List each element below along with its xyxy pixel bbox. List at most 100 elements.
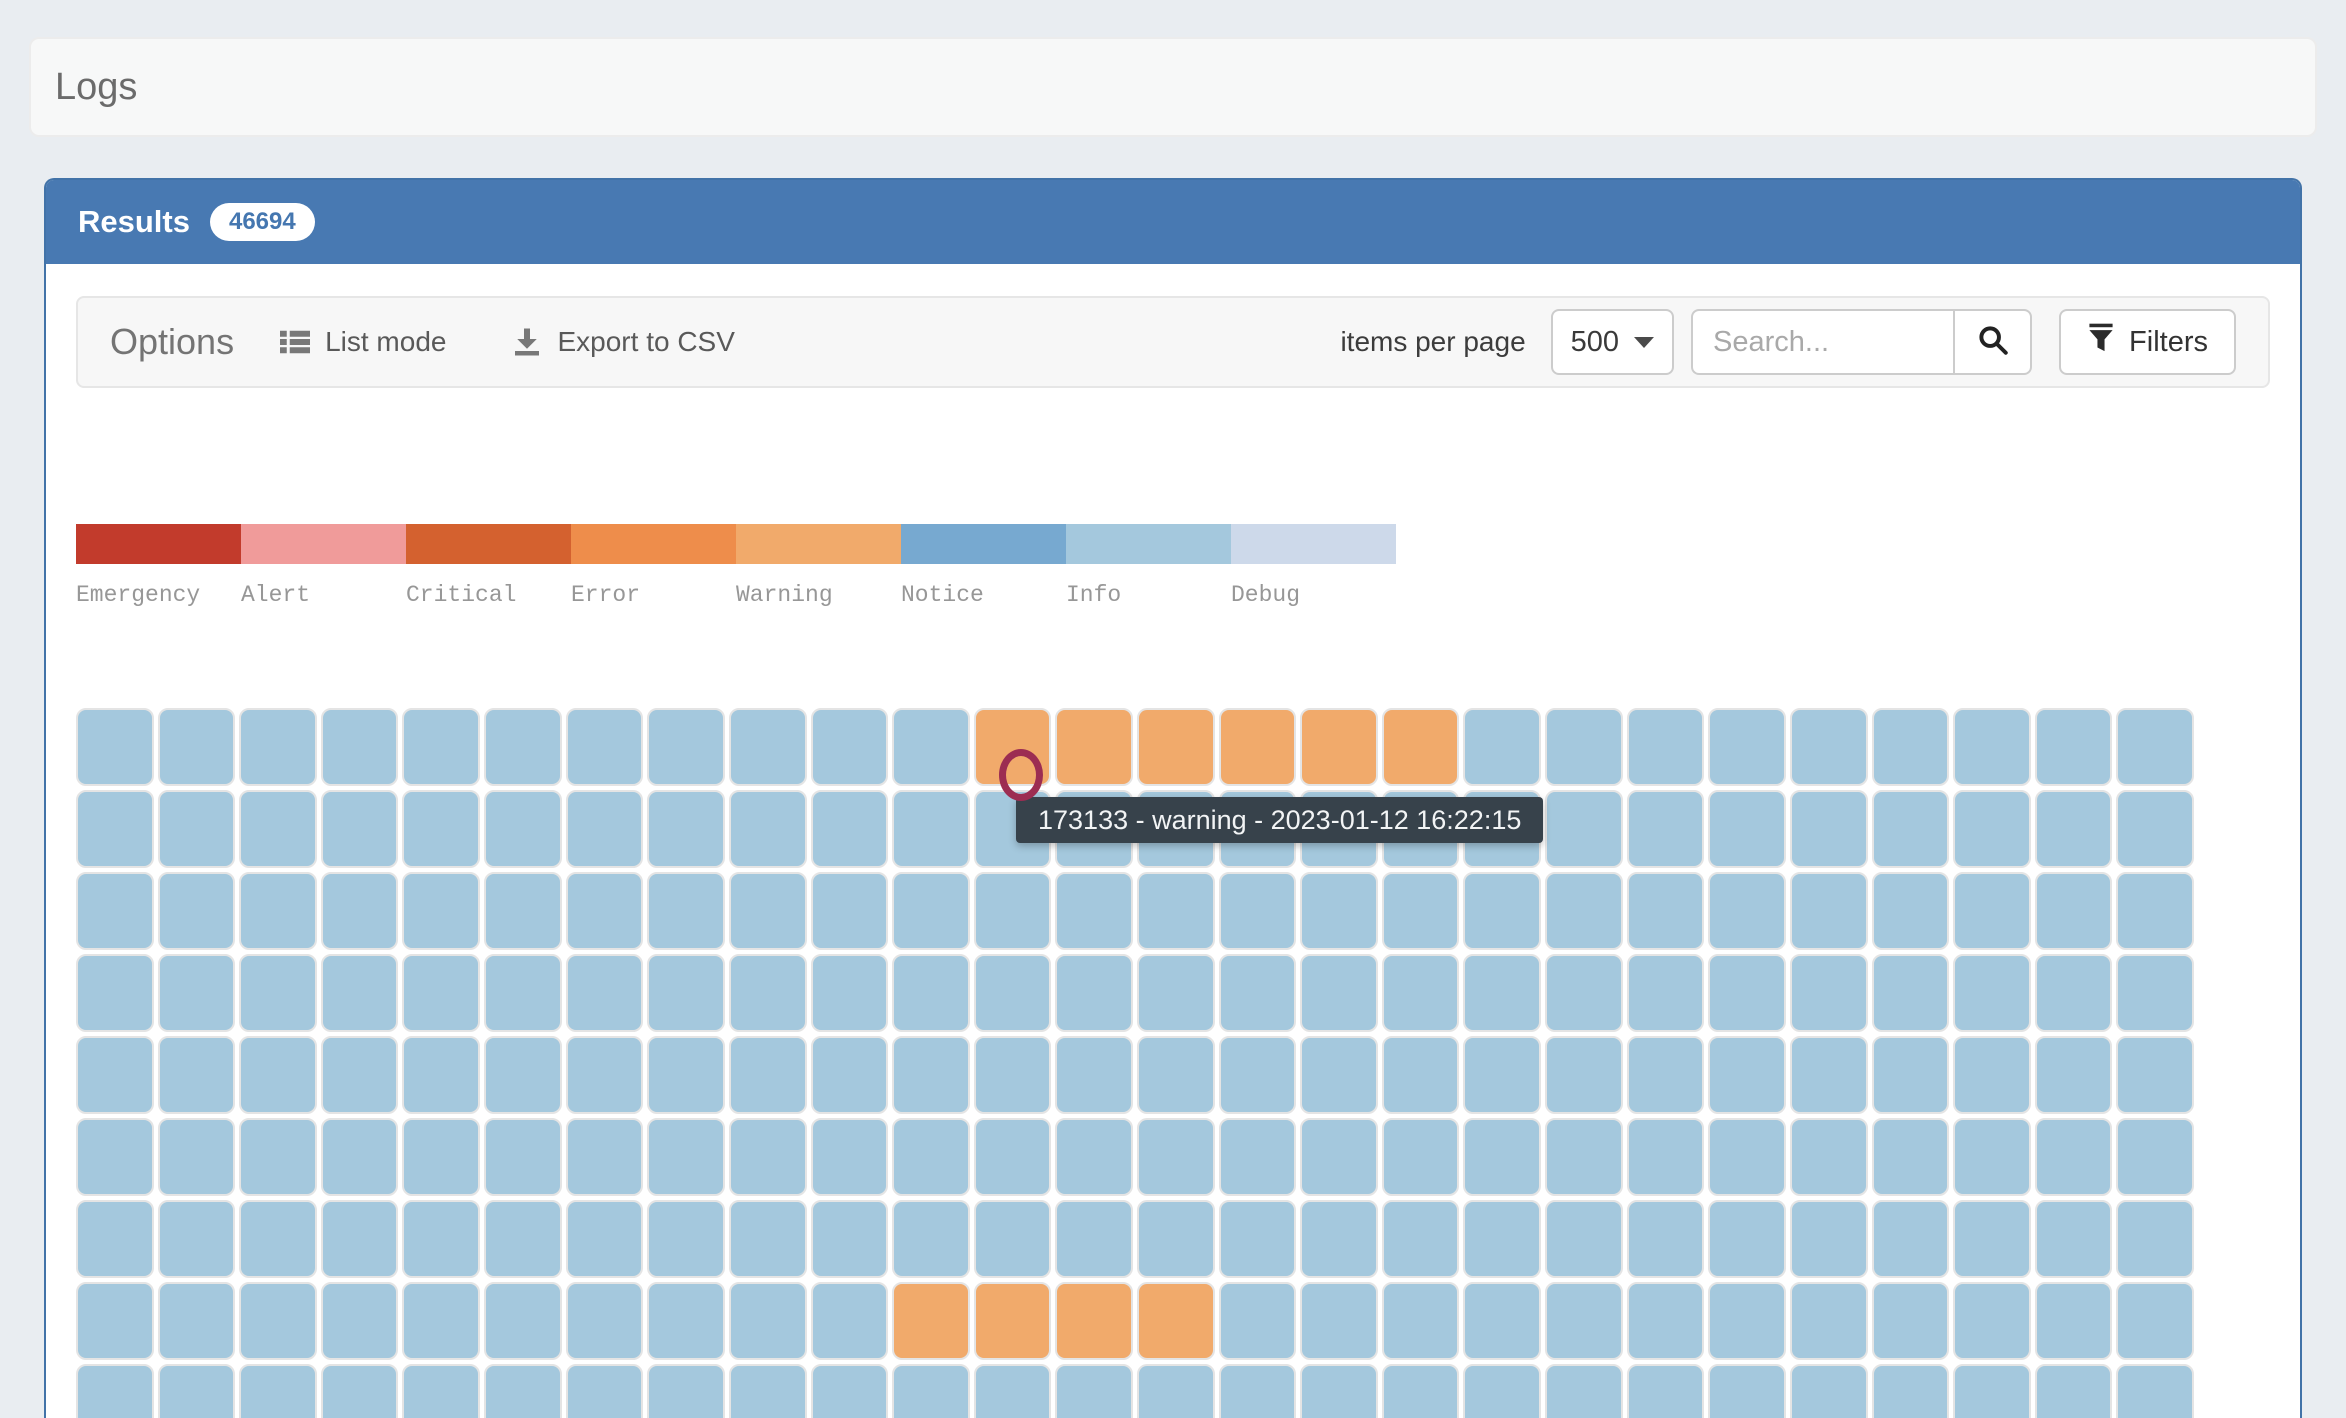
log-cell[interactable]: [2034, 1036, 2113, 1114]
log-cell[interactable]: [1381, 872, 1460, 950]
log-cell[interactable]: [1708, 708, 1786, 786]
search-input[interactable]: [1691, 309, 1954, 375]
log-cell[interactable]: [1789, 1364, 1868, 1418]
log-cell[interactable]: [892, 954, 970, 1032]
log-cell[interactable]: [1218, 1282, 1297, 1360]
log-cell[interactable]: [728, 1036, 807, 1114]
log-cell[interactable]: [402, 872, 481, 950]
log-cell[interactable]: [76, 872, 154, 950]
search-button[interactable]: [1953, 309, 2033, 375]
log-cell[interactable]: [1055, 1282, 1133, 1360]
log-cell[interactable]: [1545, 1118, 1623, 1196]
log-cell[interactable]: [892, 1118, 970, 1196]
log-cell[interactable]: [157, 1200, 236, 1278]
log-cell[interactable]: [1626, 954, 1705, 1032]
log-cell[interactable]: [565, 1364, 644, 1418]
log-cell[interactable]: [1626, 1200, 1705, 1278]
log-cell[interactable]: [1300, 1282, 1378, 1360]
log-cell[interactable]: [973, 1282, 1052, 1360]
log-cell[interactable]: [810, 872, 889, 950]
log-cell[interactable]: [1137, 954, 1215, 1032]
log-cell[interactable]: [76, 708, 154, 786]
log-cell[interactable]: [1626, 708, 1705, 786]
log-cell[interactable]: [1137, 1282, 1215, 1360]
log-cell[interactable]: [810, 1118, 889, 1196]
log-cell[interactable]: [2116, 790, 2194, 868]
log-cell[interactable]: [810, 1364, 889, 1418]
log-cell[interactable]: [728, 1364, 807, 1418]
log-cell[interactable]: [1218, 1364, 1297, 1418]
log-cell[interactable]: [1463, 954, 1542, 1032]
log-cell[interactable]: [1218, 1200, 1297, 1278]
log-cell[interactable]: [565, 1200, 644, 1278]
log-cell[interactable]: [810, 1282, 889, 1360]
log-cell[interactable]: [565, 708, 644, 786]
log-cell[interactable]: [484, 954, 562, 1032]
log-cell[interactable]: [1708, 872, 1786, 950]
log-cell[interactable]: [76, 1036, 154, 1114]
log-cell[interactable]: [1871, 708, 1950, 786]
log-cell[interactable]: [1300, 954, 1378, 1032]
log-cell[interactable]: [810, 790, 889, 868]
log-cell[interactable]: [402, 1118, 481, 1196]
log-cell[interactable]: [1137, 1036, 1215, 1114]
log-cell[interactable]: [1953, 1118, 2031, 1196]
log-cell[interactable]: [647, 790, 725, 868]
log-cell[interactable]: [484, 790, 562, 868]
log-cell[interactable]: [647, 1200, 725, 1278]
log-cell[interactable]: [2034, 1364, 2113, 1418]
log-cell[interactable]: [1871, 1282, 1950, 1360]
log-cell[interactable]: [1055, 1036, 1133, 1114]
log-cell[interactable]: [728, 790, 807, 868]
log-cell[interactable]: [484, 1282, 562, 1360]
log-cell[interactable]: [2116, 872, 2194, 950]
log-cell[interactable]: [402, 790, 481, 868]
log-cell[interactable]: [1055, 1118, 1133, 1196]
log-cell[interactable]: [647, 708, 725, 786]
log-cell[interactable]: [1626, 1282, 1705, 1360]
log-cell[interactable]: [565, 1282, 644, 1360]
log-cell[interactable]: [2034, 790, 2113, 868]
log-cell[interactable]: [484, 1036, 562, 1114]
log-cell[interactable]: [1871, 954, 1950, 1032]
log-cell[interactable]: [1381, 708, 1460, 786]
log-cell[interactable]: [1953, 954, 2031, 1032]
log-cell[interactable]: [973, 1200, 1052, 1278]
log-cell[interactable]: [1871, 1036, 1950, 1114]
log-cell[interactable]: [647, 1282, 725, 1360]
log-cell[interactable]: [1218, 954, 1297, 1032]
log-cell[interactable]: [76, 1200, 154, 1278]
log-cell[interactable]: [239, 1118, 317, 1196]
log-cell[interactable]: [1953, 1364, 2031, 1418]
log-cell[interactable]: [1545, 872, 1623, 950]
log-cell[interactable]: [1789, 954, 1868, 1032]
log-cell[interactable]: [1545, 708, 1623, 786]
log-cell[interactable]: [1300, 708, 1378, 786]
log-cell[interactable]: [157, 1282, 236, 1360]
log-cell[interactable]: [810, 1036, 889, 1114]
log-cell[interactable]: [647, 1036, 725, 1114]
filters-button[interactable]: Filters: [2059, 309, 2236, 375]
log-cell[interactable]: [1381, 1200, 1460, 1278]
log-cell[interactable]: [2116, 1036, 2194, 1114]
log-cell[interactable]: [1789, 1200, 1868, 1278]
log-cell[interactable]: [1463, 1282, 1542, 1360]
log-cell[interactable]: [402, 1282, 481, 1360]
log-cell[interactable]: [1463, 872, 1542, 950]
log-cell[interactable]: [810, 954, 889, 1032]
log-cell[interactable]: [1708, 790, 1786, 868]
log-cell[interactable]: [2034, 1118, 2113, 1196]
log-cell[interactable]: [2116, 1118, 2194, 1196]
log-cell[interactable]: [1381, 1036, 1460, 1114]
log-cell[interactable]: [1708, 1282, 1786, 1360]
log-cell[interactable]: [1137, 1364, 1215, 1418]
log-cell[interactable]: [728, 872, 807, 950]
log-cell[interactable]: [728, 1200, 807, 1278]
log-cell[interactable]: [239, 872, 317, 950]
log-cell[interactable]: [1545, 1282, 1623, 1360]
log-cell[interactable]: [647, 872, 725, 950]
log-cell[interactable]: [239, 954, 317, 1032]
log-cell[interactable]: [1055, 954, 1133, 1032]
log-cell[interactable]: [1789, 1282, 1868, 1360]
log-cell[interactable]: [1381, 1118, 1460, 1196]
